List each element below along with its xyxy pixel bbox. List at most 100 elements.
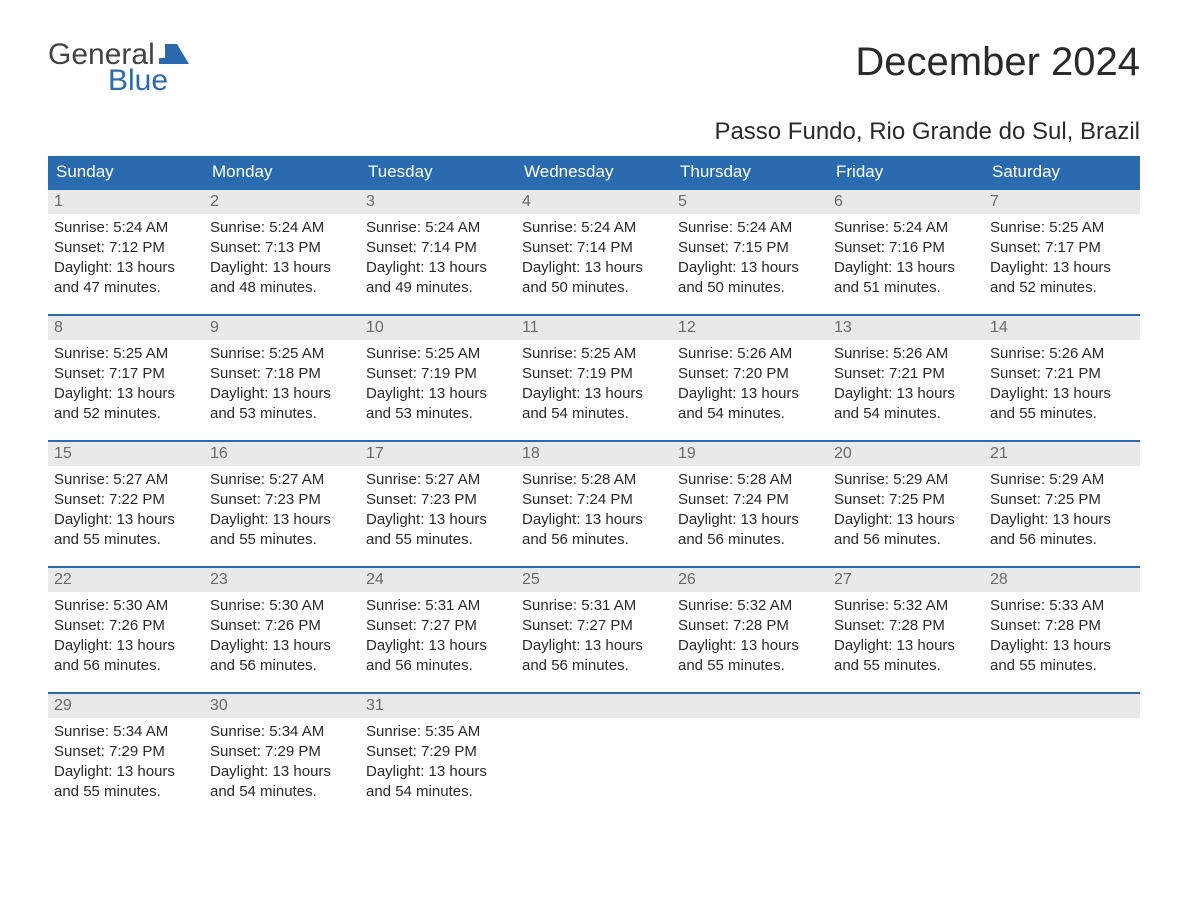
- calendar-cell: [828, 694, 984, 818]
- calendar-header-cell: Monday: [204, 156, 360, 188]
- calendar-sunrise: Sunrise: 5:34 AM: [54, 722, 198, 742]
- calendar-sunrise: Sunrise: 5:32 AM: [678, 596, 822, 616]
- calendar-sunrise: Sunrise: 5:29 AM: [834, 470, 978, 490]
- calendar-daylight2: and 56 minutes.: [210, 656, 354, 676]
- calendar-sunrise: Sunrise: 5:24 AM: [834, 218, 978, 238]
- calendar-cell-body: Sunrise: 5:32 AMSunset: 7:28 PMDaylight:…: [672, 592, 828, 687]
- calendar-daylight2: and 55 minutes.: [990, 404, 1134, 424]
- calendar-sunrise: Sunrise: 5:28 AM: [522, 470, 666, 490]
- calendar-daylight2: and 53 minutes.: [366, 404, 510, 424]
- calendar-daylight1: Daylight: 13 hours: [678, 258, 822, 278]
- calendar-cell-body: Sunrise: 5:24 AMSunset: 7:14 PMDaylight:…: [516, 214, 672, 309]
- calendar-header-cell: Friday: [828, 156, 984, 188]
- calendar-cell-body: Sunrise: 5:24 AMSunset: 7:14 PMDaylight:…: [360, 214, 516, 309]
- header-row: General Blue December 2024: [48, 40, 1140, 96]
- calendar-sunrise: Sunrise: 5:25 AM: [990, 218, 1134, 238]
- calendar-cell-body: Sunrise: 5:24 AMSunset: 7:15 PMDaylight:…: [672, 214, 828, 309]
- calendar-cell-body: Sunrise: 5:28 AMSunset: 7:24 PMDaylight:…: [672, 466, 828, 561]
- calendar-cell-body: Sunrise: 5:27 AMSunset: 7:23 PMDaylight:…: [360, 466, 516, 561]
- calendar-cell: 6Sunrise: 5:24 AMSunset: 7:16 PMDaylight…: [828, 190, 984, 314]
- calendar-daylight2: and 51 minutes.: [834, 278, 978, 298]
- calendar-day-number: 27: [828, 568, 984, 592]
- page-subtitle: Passo Fundo, Rio Grande do Sul, Brazil: [48, 118, 1140, 146]
- calendar-header-cell: Sunday: [48, 156, 204, 188]
- calendar-daylight1: Daylight: 13 hours: [210, 510, 354, 530]
- calendar-sunset: Sunset: 7:23 PM: [366, 490, 510, 510]
- calendar-cell: 29Sunrise: 5:34 AMSunset: 7:29 PMDayligh…: [48, 694, 204, 818]
- calendar-cell: 28Sunrise: 5:33 AMSunset: 7:28 PMDayligh…: [984, 568, 1140, 692]
- calendar-daylight1: Daylight: 13 hours: [54, 636, 198, 656]
- calendar-cell: [984, 694, 1140, 818]
- calendar-cell: 12Sunrise: 5:26 AMSunset: 7:20 PMDayligh…: [672, 316, 828, 440]
- calendar-header-cell: Wednesday: [516, 156, 672, 188]
- calendar-daylight1: Daylight: 13 hours: [522, 510, 666, 530]
- calendar-daylight1: Daylight: 13 hours: [210, 636, 354, 656]
- calendar-day-number: 6: [828, 190, 984, 214]
- calendar-cell: 24Sunrise: 5:31 AMSunset: 7:27 PMDayligh…: [360, 568, 516, 692]
- calendar-sunset: Sunset: 7:27 PM: [522, 616, 666, 636]
- calendar-daylight1: Daylight: 13 hours: [990, 384, 1134, 404]
- calendar-day-number: 18: [516, 442, 672, 466]
- calendar-daylight1: Daylight: 13 hours: [990, 510, 1134, 530]
- calendar-day-number: 20: [828, 442, 984, 466]
- calendar-daylight2: and 54 minutes.: [834, 404, 978, 424]
- calendar-daylight2: and 50 minutes.: [678, 278, 822, 298]
- calendar-day-number: 13: [828, 316, 984, 340]
- calendar-sunset: Sunset: 7:29 PM: [366, 742, 510, 762]
- calendar-daylight2: and 54 minutes.: [366, 782, 510, 802]
- calendar-sunrise: Sunrise: 5:26 AM: [678, 344, 822, 364]
- calendar-daylight1: Daylight: 13 hours: [990, 258, 1134, 278]
- calendar-sunrise: Sunrise: 5:34 AM: [210, 722, 354, 742]
- calendar-cell: 3Sunrise: 5:24 AMSunset: 7:14 PMDaylight…: [360, 190, 516, 314]
- calendar-daylight1: Daylight: 13 hours: [54, 762, 198, 782]
- calendar-daylight2: and 55 minutes.: [366, 530, 510, 550]
- calendar-day-number: 25: [516, 568, 672, 592]
- calendar-daylight2: and 53 minutes.: [210, 404, 354, 424]
- calendar-daylight2: and 56 minutes.: [54, 656, 198, 676]
- calendar-daylight1: Daylight: 13 hours: [834, 510, 978, 530]
- calendar-cell-body: Sunrise: 5:24 AMSunset: 7:13 PMDaylight:…: [204, 214, 360, 309]
- calendar-cell: 19Sunrise: 5:28 AMSunset: 7:24 PMDayligh…: [672, 442, 828, 566]
- calendar-day-number: [672, 694, 828, 718]
- calendar-header-cell: Saturday: [984, 156, 1140, 188]
- calendar-day-number: 1: [48, 190, 204, 214]
- calendar-sunset: Sunset: 7:29 PM: [210, 742, 354, 762]
- calendar-sunset: Sunset: 7:22 PM: [54, 490, 198, 510]
- calendar-cell: 5Sunrise: 5:24 AMSunset: 7:15 PMDaylight…: [672, 190, 828, 314]
- calendar-cell: [672, 694, 828, 818]
- calendar-cell-body: Sunrise: 5:35 AMSunset: 7:29 PMDaylight:…: [360, 718, 516, 813]
- calendar-day-number: 8: [48, 316, 204, 340]
- calendar-cell-body: Sunrise: 5:25 AMSunset: 7:19 PMDaylight:…: [516, 340, 672, 435]
- calendar-header-row: SundayMondayTuesdayWednesdayThursdayFrid…: [48, 156, 1140, 188]
- calendar-sunset: Sunset: 7:25 PM: [834, 490, 978, 510]
- calendar-cell: 23Sunrise: 5:30 AMSunset: 7:26 PMDayligh…: [204, 568, 360, 692]
- calendar-day-number: 4: [516, 190, 672, 214]
- calendar-day-number: 5: [672, 190, 828, 214]
- calendar-sunset: Sunset: 7:21 PM: [990, 364, 1134, 384]
- calendar-cell: 10Sunrise: 5:25 AMSunset: 7:19 PMDayligh…: [360, 316, 516, 440]
- calendar-daylight1: Daylight: 13 hours: [366, 258, 510, 278]
- calendar-day-number: 15: [48, 442, 204, 466]
- calendar-sunrise: Sunrise: 5:25 AM: [366, 344, 510, 364]
- page-title: December 2024: [855, 40, 1140, 85]
- calendar-daylight1: Daylight: 13 hours: [834, 258, 978, 278]
- calendar-daylight2: and 47 minutes.: [54, 278, 198, 298]
- calendar-sunset: Sunset: 7:19 PM: [366, 364, 510, 384]
- calendar-daylight2: and 49 minutes.: [366, 278, 510, 298]
- calendar-sunrise: Sunrise: 5:24 AM: [54, 218, 198, 238]
- calendar-sunset: Sunset: 7:21 PM: [834, 364, 978, 384]
- calendar-sunset: Sunset: 7:26 PM: [54, 616, 198, 636]
- calendar-cell: 9Sunrise: 5:25 AMSunset: 7:18 PMDaylight…: [204, 316, 360, 440]
- calendar-cell: 11Sunrise: 5:25 AMSunset: 7:19 PMDayligh…: [516, 316, 672, 440]
- calendar-cell: 4Sunrise: 5:24 AMSunset: 7:14 PMDaylight…: [516, 190, 672, 314]
- calendar-cell-body: Sunrise: 5:30 AMSunset: 7:26 PMDaylight:…: [204, 592, 360, 687]
- calendar-daylight2: and 55 minutes.: [678, 656, 822, 676]
- calendar-sunrise: Sunrise: 5:29 AM: [990, 470, 1134, 490]
- calendar-daylight1: Daylight: 13 hours: [834, 384, 978, 404]
- calendar-sunset: Sunset: 7:25 PM: [990, 490, 1134, 510]
- calendar-cell-body: Sunrise: 5:33 AMSunset: 7:28 PMDaylight:…: [984, 592, 1140, 687]
- calendar-day-number: 9: [204, 316, 360, 340]
- calendar-daylight1: Daylight: 13 hours: [210, 258, 354, 278]
- calendar-cell-body: Sunrise: 5:28 AMSunset: 7:24 PMDaylight:…: [516, 466, 672, 561]
- calendar-day-number: 16: [204, 442, 360, 466]
